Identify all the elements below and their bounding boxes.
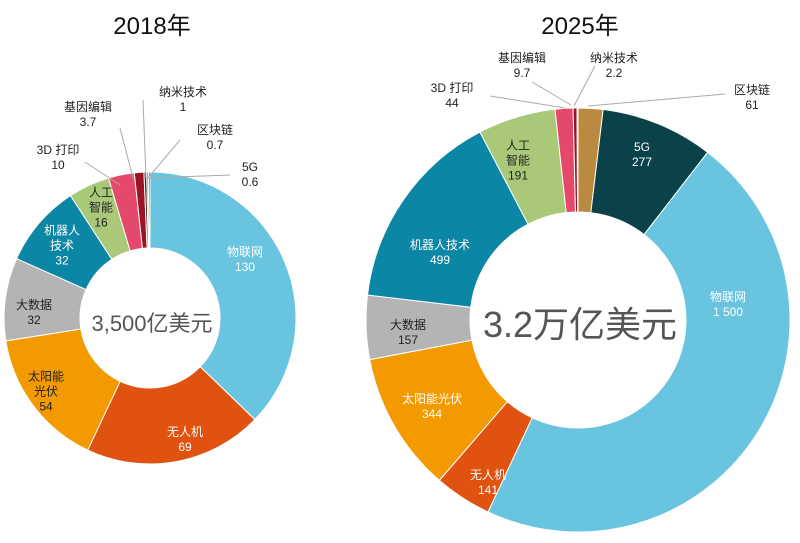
total-label-2018: 3,500亿美元 — [91, 311, 213, 336]
value-label: 499 — [429, 253, 451, 267]
slice-label: 5G 277 — [632, 140, 652, 170]
value-label: 277 — [631, 155, 653, 169]
slice-label: 无人机 141 — [470, 468, 506, 498]
value-label: 32 — [27, 313, 41, 327]
value-label: 32 — [55, 253, 69, 268]
slice-物联网 — [149, 171, 297, 421]
value-label: 344 — [421, 407, 443, 421]
leader-line — [84, 161, 121, 186]
slice-label: 物联网 130 — [227, 245, 263, 275]
category-label: 基因编辑 — [63, 100, 113, 114]
slice-label: 大数据 157 — [390, 318, 426, 348]
value-label: 157 — [397, 333, 419, 347]
slice-5G — [147, 171, 151, 249]
slice-无人机 — [87, 366, 256, 465]
slice-label: 区块链 61 — [734, 83, 770, 113]
slice-label: 机器人 技术 32 — [44, 224, 80, 269]
slice-label: 人工 智能 16 — [89, 186, 113, 231]
slice-label: 纳米技术 2.2 — [590, 51, 638, 81]
leader-line — [148, 174, 231, 179]
value-label: 0.7 — [206, 138, 224, 152]
leader-line — [531, 81, 572, 106]
category-label: 区块链 — [733, 83, 771, 97]
value-label: 10 — [51, 158, 65, 172]
category-label: 纳米技术 — [589, 51, 639, 65]
category-label: 无人机 — [166, 425, 204, 439]
category-label: 5G — [241, 160, 258, 174]
slice-label: 5G 0.6 — [242, 160, 259, 190]
category-label: 3D 打印 — [36, 143, 80, 157]
category-label: 太阳能光伏 — [401, 392, 463, 406]
slice-label: 3D 打印 44 — [431, 81, 474, 111]
value-label: 141 — [477, 483, 499, 497]
category-label: 人工 智能 — [88, 185, 114, 215]
slice-label: 太阳能光伏 344 — [402, 392, 462, 422]
category-label: 机器人技术 — [409, 238, 471, 252]
slice-label: 太阳能 光伏 54 — [28, 370, 64, 415]
value-label: 61 — [745, 98, 759, 112]
slice-太阳能光伏 — [5, 328, 121, 451]
value-label: 1 — [179, 100, 187, 114]
slice-label: 3D 打印 10 — [37, 143, 80, 173]
leader-line — [489, 95, 566, 109]
category-label: 物联网 — [709, 290, 747, 304]
slice-label: 纳米技术 1 — [159, 85, 207, 115]
value-label: 69 — [178, 440, 192, 454]
slice-label: 基因编辑 3.7 — [64, 100, 112, 130]
slice-label: 基因编辑 9.7 — [498, 51, 546, 81]
leader-line — [142, 99, 147, 179]
slice-label: 区块链 0.7 — [197, 123, 233, 153]
leader-line — [119, 127, 134, 179]
leader-line — [573, 65, 596, 107]
slice-label: 机器人技术 499 — [410, 238, 470, 268]
category-label: 3D 打印 — [430, 81, 474, 95]
value-label: 0.6 — [241, 175, 259, 189]
category-label: 人工 智能 — [505, 138, 531, 168]
value-label: 54 — [39, 399, 53, 414]
slice-物联网 — [487, 151, 791, 533]
category-label: 机器人 技术 — [43, 223, 81, 253]
category-label: 大数据 — [15, 298, 53, 312]
value-label: 2.2 — [605, 66, 623, 80]
category-label: 纳米技术 — [158, 85, 208, 99]
value-label: 16 — [94, 215, 108, 230]
chart-title-2018: 2018年 — [113, 13, 191, 40]
value-label: 1 500 — [712, 305, 744, 319]
slice-label: 大数据 32 — [16, 298, 52, 328]
value-label: 3.7 — [79, 115, 97, 129]
category-label: 大数据 — [389, 318, 427, 332]
category-label: 区块链 — [196, 123, 234, 137]
leader-line — [147, 139, 181, 179]
category-label: 5G — [633, 140, 650, 154]
category-label: 物联网 — [226, 245, 264, 259]
total-label-2025: 3.2万亿美元 — [482, 304, 678, 345]
value-label: 130 — [234, 260, 256, 274]
slice-label: 人工 智能 191 — [506, 139, 530, 184]
slice-label: 物联网 1 500 — [710, 290, 746, 320]
leader-line — [587, 93, 726, 107]
slice-label: 无人机 69 — [167, 425, 203, 455]
category-label: 基因编辑 — [497, 51, 547, 65]
slice-纳米技术 — [576, 107, 579, 213]
value-label: 191 — [507, 168, 529, 183]
value-label: 9.7 — [513, 66, 531, 80]
category-label: 无人机 — [469, 468, 507, 482]
value-label: 44 — [445, 96, 459, 110]
chart-title-2025: 2025年 — [541, 13, 619, 40]
category-label: 太阳能 光伏 — [27, 369, 65, 399]
